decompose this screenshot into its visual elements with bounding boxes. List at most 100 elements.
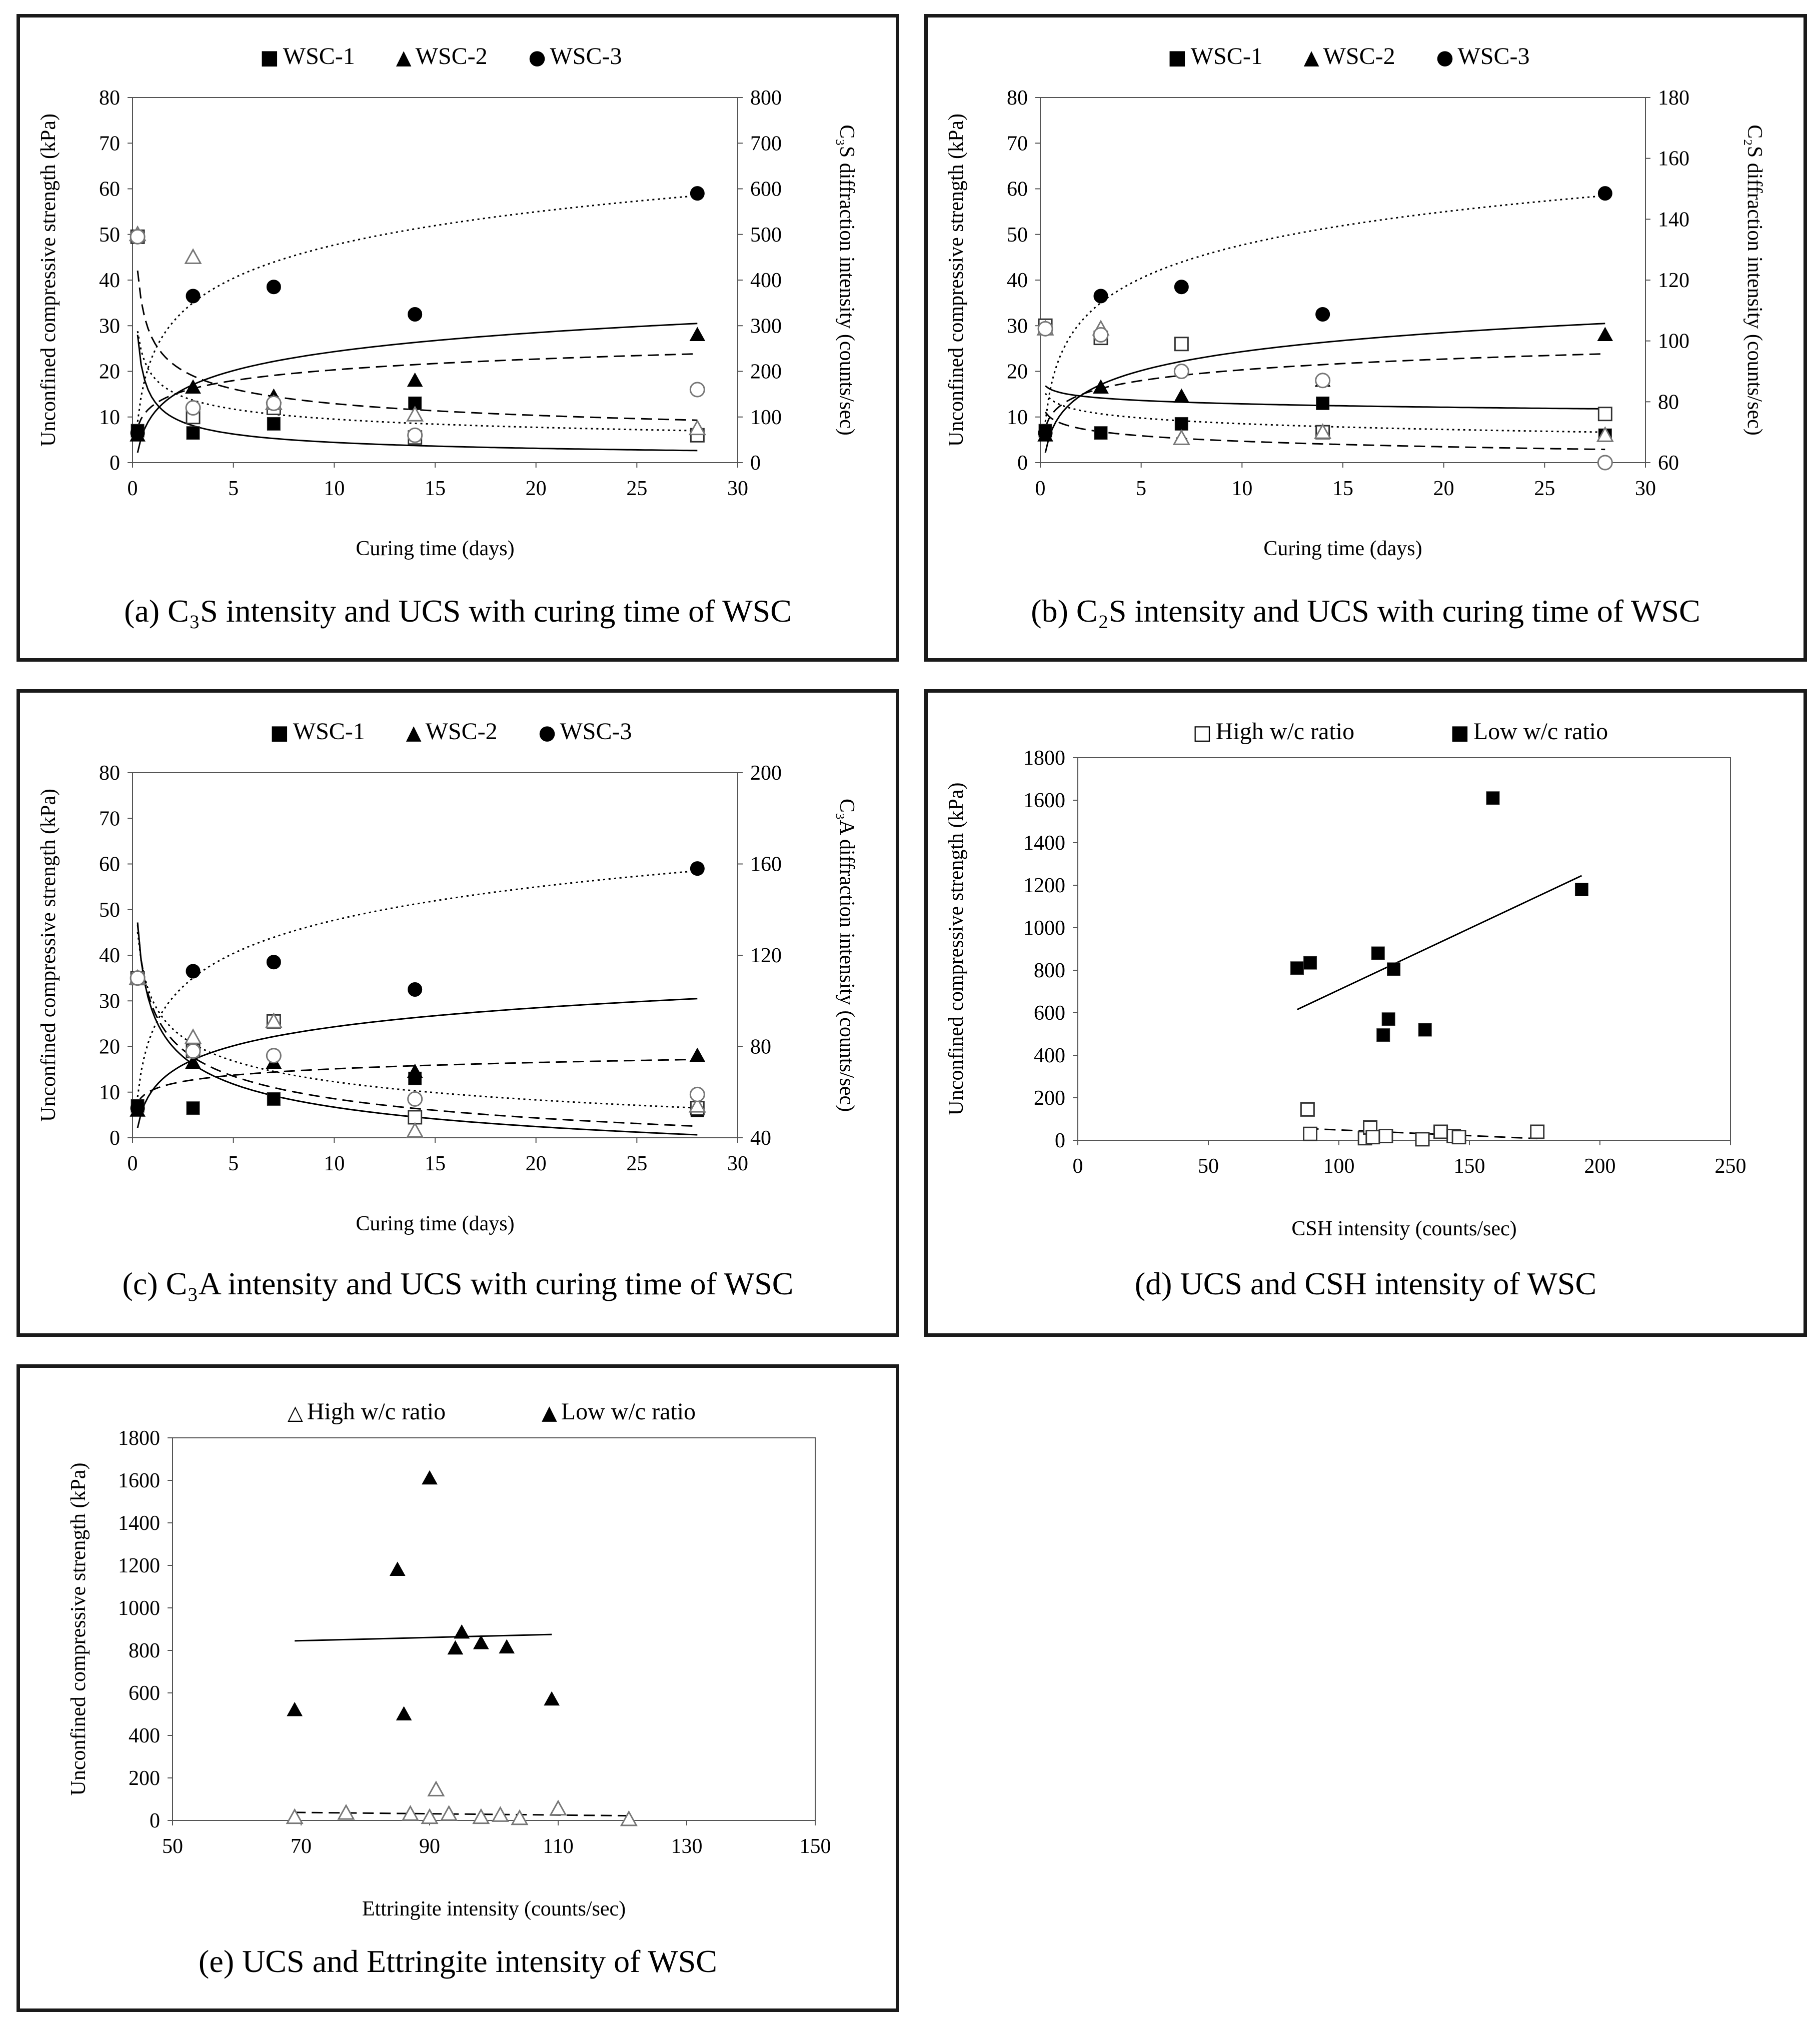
- open-circle-marker: [1315, 373, 1331, 389]
- filled-triangle-marker: [1093, 379, 1109, 394]
- y-tick-label: 0: [1017, 452, 1028, 475]
- x-tick-label: 10: [1231, 477, 1252, 500]
- legend-label-wsc1: WSC-1: [283, 43, 355, 70]
- filled-square-marker: [1316, 396, 1330, 410]
- x-axis-label: Ettringite intensity (counts/sec): [362, 1897, 626, 1920]
- open-triangle-marker: [688, 1097, 706, 1113]
- open-triangle-marker: [427, 1780, 445, 1796]
- x-tick-label: 30: [727, 1152, 748, 1175]
- x-tick-label: 25: [626, 1152, 647, 1175]
- y2-tick-label: 0: [750, 452, 761, 475]
- open-triangle-marker: [184, 1028, 202, 1044]
- filled-circle-marker: [690, 861, 705, 876]
- legend-label-wsc3: WSC-3: [560, 718, 632, 745]
- y-tick-label: 800: [129, 1639, 160, 1662]
- open-triangle-marker: [1314, 423, 1332, 439]
- y-tick-label: 400: [129, 1724, 160, 1747]
- filled-circle-icon: ●: [528, 46, 546, 69]
- filled-square-icon: ■: [1168, 46, 1187, 69]
- x-tick-label: 5: [1136, 477, 1146, 500]
- caption: (b) C₂S intensity and UCS with curing ti…: [1031, 593, 1700, 629]
- filled-triangle-marker: [1597, 327, 1613, 341]
- open-square-marker: [1451, 1130, 1466, 1145]
- filled-square-icon: ■: [270, 721, 289, 744]
- chart-svg: 50 70 90 110 130 150 0 200 400 600 800 1000 1200 1400…: [67, 1427, 831, 1920]
- y2-tick-label: 60: [1658, 452, 1679, 475]
- legend-label-wsc2: WSC-2: [425, 718, 498, 745]
- open-triangle-marker: [620, 1810, 638, 1826]
- x-tick-label: 30: [727, 477, 748, 500]
- y-tick-label: 60: [1007, 178, 1028, 201]
- y-tick-label: 60: [99, 178, 120, 201]
- open-triangle-marker: [286, 1808, 304, 1824]
- filled-triangle-icon: ▲: [396, 46, 412, 69]
- x-tick-label: 25: [1534, 477, 1555, 500]
- legend-label-wsc3: WSC-3: [550, 43, 622, 70]
- open-triangle-marker: [1172, 429, 1190, 445]
- y-tick-label: 600: [129, 1682, 160, 1705]
- open-square-icon: □: [1193, 721, 1212, 744]
- open-triangle-marker: [184, 248, 202, 264]
- filled-square-marker: [1303, 956, 1317, 970]
- y2-tick-label: 100: [1658, 330, 1689, 353]
- filled-circle-icon: ●: [1436, 46, 1454, 69]
- x-tick-label: 70: [291, 1835, 312, 1858]
- filled-triangle-marker: [422, 1470, 438, 1485]
- filled-triangle-icon: ▲: [542, 1401, 557, 1424]
- trendline-dotted: [137, 195, 698, 422]
- filled-square-marker: [1418, 1023, 1432, 1037]
- panel-a: ■ WSC-1 ▲ WSC-2 ● WSC-3 0 5 10 15 20 25 30 0 10 20 30…: [17, 14, 899, 662]
- y-tick-label: 80: [1007, 87, 1028, 110]
- x-axis-label: Curing time (days): [1263, 537, 1422, 560]
- filled-square-marker: [267, 417, 281, 431]
- y-tick-label: 10: [99, 1081, 120, 1104]
- y-tick-label: 0: [110, 452, 120, 475]
- filled-circle-marker: [1597, 186, 1612, 201]
- legend: ■ WSC-1 ▲ WSC-2 ● WSC-3: [1168, 43, 1564, 70]
- x-tick-label: 20: [1433, 477, 1454, 500]
- filled-triangle-marker: [454, 1624, 470, 1639]
- open-triangle-marker: [511, 1809, 529, 1825]
- y-tick-label: 20: [99, 361, 120, 384]
- y2-tick-label: 120: [750, 944, 782, 967]
- open-circle-marker: [266, 1048, 282, 1064]
- filled-circle-marker: [1038, 426, 1053, 441]
- trendline-solid: [137, 335, 698, 452]
- x-tick-label: 15: [425, 1152, 446, 1175]
- filled-square-marker: [186, 426, 200, 440]
- open-circle-marker: [130, 229, 146, 245]
- plot-area: [1077, 757, 1731, 1141]
- x-axis-label: CSH intensity (counts/sec): [1291, 1217, 1516, 1240]
- y-tick-label: 800: [1034, 959, 1065, 982]
- filled-triangle-marker: [544, 1691, 560, 1706]
- open-triangle-marker: [401, 1805, 419, 1821]
- filled-square-marker: [267, 1092, 281, 1106]
- x-tick-label: 110: [543, 1835, 573, 1858]
- chart-svg: 0 5 10 15 20 25 300102030405060708001002003004…: [37, 87, 858, 560]
- panel-d: □ High w/c ratio ■ Low w/c ratio 0 50 100 150…: [924, 689, 1807, 1337]
- open-circle-marker: [407, 427, 423, 443]
- y2-tick-label: 80: [750, 1036, 771, 1059]
- y2-tick-label: 200: [750, 762, 782, 785]
- y-tick-label: 1600: [1023, 789, 1065, 812]
- y2-tick-label: 80: [1658, 391, 1679, 414]
- x-tick-label: 10: [324, 1152, 345, 1175]
- y-tick-label: 50: [99, 224, 120, 247]
- filled-circle-marker: [186, 964, 201, 979]
- filled-square-marker: [1174, 417, 1188, 431]
- legend-label-low: Low w/c ratio: [561, 1398, 696, 1425]
- x-tick-label: 25: [626, 477, 647, 500]
- trendline-solid: [1044, 323, 1605, 453]
- open-square-marker: [1433, 1124, 1448, 1139]
- filled-square-marker: [1094, 426, 1108, 440]
- filled-triangle-marker: [287, 1701, 303, 1716]
- y-tick-label: 40: [1007, 269, 1028, 292]
- filled-circle-marker: [690, 186, 705, 201]
- open-circle-marker: [1093, 327, 1109, 343]
- y-tick-label: 30: [99, 990, 120, 1013]
- filled-square-marker: [1486, 791, 1500, 805]
- x-tick-label: 0: [128, 1152, 138, 1175]
- open-triangle-marker: [549, 1799, 567, 1816]
- y-tick-label: 10: [99, 406, 120, 429]
- panel-e: △ High w/c ratio ▲ Low w/c ratio 50 70 90 110…: [17, 1364, 899, 2012]
